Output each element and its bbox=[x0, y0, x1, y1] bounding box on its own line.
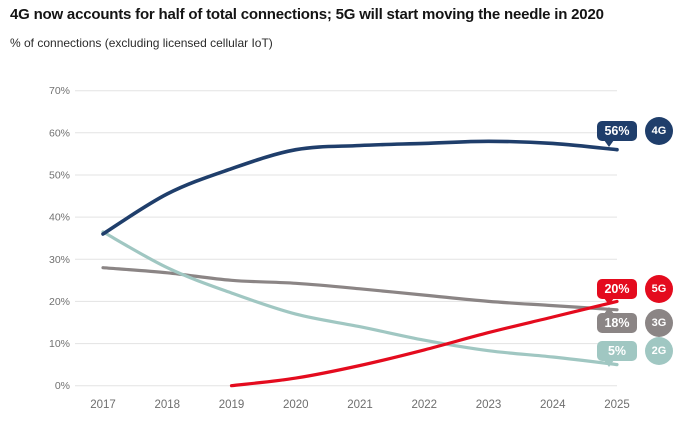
y-axis-tick-label: 20% bbox=[49, 296, 70, 308]
y-axis-tick-label: 70% bbox=[49, 85, 70, 97]
value-label-4g: 56% bbox=[597, 121, 637, 147]
x-axis-tick-label: 2018 bbox=[155, 399, 181, 411]
y-axis-tick-label: 60% bbox=[49, 127, 70, 139]
y-axis-tick-label: 0% bbox=[55, 380, 70, 392]
x-axis-tick-label: 2019 bbox=[219, 399, 245, 411]
chart-subtitle: % of connections (excluding licensed cel… bbox=[10, 36, 273, 50]
x-axis-tick-label: 2021 bbox=[347, 399, 373, 411]
series-line-5g bbox=[229, 299, 619, 388]
value-label-5g: 20% bbox=[597, 279, 637, 305]
series-line-2g bbox=[101, 230, 619, 367]
series-badge-5g: 5G bbox=[645, 275, 673, 303]
y-axis-tick-label: 50% bbox=[49, 170, 70, 182]
value-label-3g: 18% bbox=[597, 307, 637, 333]
y-axis-tick-label: 10% bbox=[49, 338, 70, 350]
x-axis-tick-label: 2020 bbox=[283, 399, 309, 411]
x-axis-tick-label: 2025 bbox=[604, 399, 630, 411]
series-badge-3g: 3G bbox=[645, 309, 673, 337]
series-badge-4g: 4G bbox=[645, 117, 673, 145]
y-axis-tick-label: 40% bbox=[49, 212, 70, 224]
series-badge-2g: 2G bbox=[645, 337, 673, 365]
value-label-2g: 5% bbox=[597, 341, 637, 367]
x-axis-tick-label: 2017 bbox=[90, 399, 116, 411]
chart-title: 4G now accounts for half of total connec… bbox=[10, 6, 604, 23]
x-axis-tick-label: 2024 bbox=[540, 399, 566, 411]
y-axis-tick-label: 30% bbox=[49, 254, 70, 266]
series-line-4g bbox=[101, 139, 619, 236]
x-axis-tick-label: 2022 bbox=[412, 399, 438, 411]
x-axis-tick-label: 2023 bbox=[476, 399, 502, 411]
